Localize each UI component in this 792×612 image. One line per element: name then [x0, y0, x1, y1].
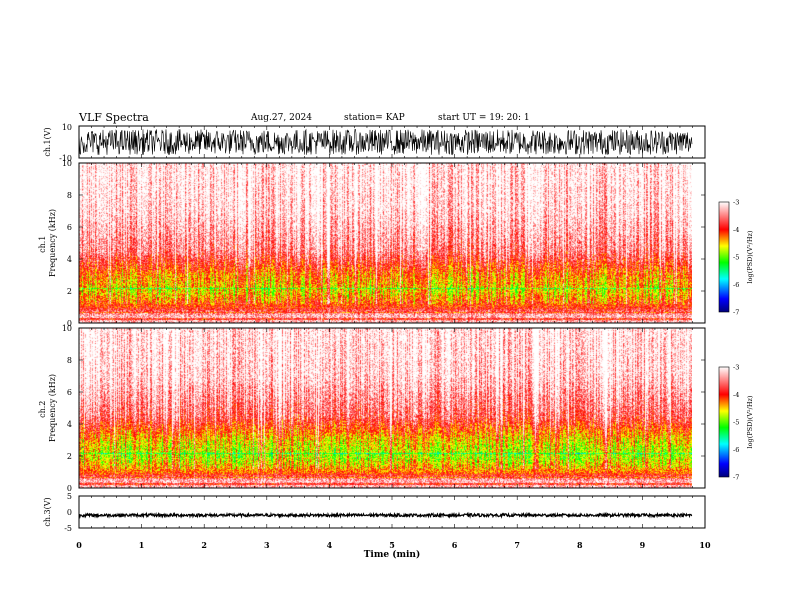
- ch1-waveform-ylabel: ch.1(V): [43, 127, 52, 156]
- ch2-colorbar-label: log(PSD)(V²/Hz): [746, 395, 754, 448]
- ch1-ylabel-line2: Frequency (kHz): [48, 209, 57, 277]
- ch3-waveform-ylabel: ch.3(V): [43, 497, 52, 526]
- x-tick-label: 5: [389, 540, 395, 550]
- colorbar-tick-label: -3: [733, 199, 739, 207]
- ch2-ylabel-line2: Frequency (kHz): [48, 374, 57, 442]
- ch2-colorbar: [718, 366, 730, 478]
- ch1-spectrogram-image: [79, 163, 692, 323]
- colorbar-tick-label: -4: [733, 226, 739, 234]
- spectrogram-raster: [79, 328, 692, 488]
- x-tick-label: 3: [264, 540, 270, 550]
- colorbar-tick-label: -5: [733, 254, 739, 262]
- ch2-spectrogram-image: [79, 328, 692, 488]
- freq-tick-label: 10: [62, 159, 72, 168]
- ch1-ylabel-line1: ch.1: [38, 236, 47, 253]
- ch3-waveform-frame: [78, 495, 706, 529]
- ch1-colorbar-label: log(PSD)(V²/Hz): [746, 230, 754, 283]
- start-time-label: start UT = 19: 20: 1: [438, 113, 530, 123]
- freq-tick-label: 4: [67, 420, 72, 429]
- freq-tick-label: 0: [67, 484, 72, 493]
- x-tick-label: 8: [577, 540, 583, 550]
- ch1-waveform-trace: [79, 128, 693, 156]
- freq-tick-label: 4: [67, 255, 72, 264]
- ch1-spectrogram-ylabel: ch.1 Frequency (kHz): [38, 209, 57, 277]
- colorbar-tick-label: -6: [733, 446, 739, 454]
- freq-tick-label: 0: [67, 319, 72, 328]
- ch3-ytick-mid: 0: [67, 508, 72, 517]
- ch3-ytick-bottom: -5: [64, 524, 72, 533]
- colorbar-tick-label: -5: [733, 419, 739, 427]
- date-label: Aug.27, 2024: [251, 113, 312, 123]
- ch2-ylabel-line1: ch.2: [38, 401, 47, 418]
- panel-ch3-waveform: 5 0 -5 ch.3(V): [43, 492, 706, 533]
- ch2-spectrogram-ylabel: ch.2 Frequency (kHz): [38, 374, 57, 442]
- freq-tick-label: 8: [67, 356, 72, 365]
- x-tick-label: 1: [139, 540, 145, 550]
- freq-tick-label: 6: [67, 388, 72, 397]
- colorbar-tick-label: -4: [733, 391, 739, 399]
- freq-tick-label: 10: [62, 324, 72, 333]
- freq-tick-label: 8: [67, 191, 72, 200]
- x-tick-label: 7: [514, 540, 520, 550]
- x-tick-label: 0: [76, 540, 82, 550]
- freq-tick-label: 2: [67, 287, 72, 296]
- freq-tick-label: 6: [67, 223, 72, 232]
- station-label: station= KAP: [344, 113, 405, 123]
- ch1-ytick-bottom: -10: [59, 154, 72, 163]
- freq-tick-label: 2: [67, 452, 72, 461]
- colorbar-tick-label: -7: [733, 474, 739, 482]
- colorbar-tick-label: -7: [733, 309, 739, 317]
- figure-title: VLF Spectra: [79, 111, 149, 124]
- ch1-waveform-frame: [78, 125, 706, 159]
- ch3-ytick-top: 5: [67, 492, 72, 501]
- x-tick-label: 2: [201, 540, 207, 550]
- spectrogram-raster: [79, 163, 692, 323]
- x-tick-label: 10: [699, 540, 711, 550]
- x-axis-label: Time (min): [364, 549, 421, 560]
- panel-ch1-waveform: 10 -10 ch.1(V): [43, 123, 706, 163]
- colorbar-tick-label: -3: [733, 364, 739, 372]
- ch1-colorbar: [718, 201, 730, 313]
- ch1-ytick-top: 10: [62, 123, 72, 132]
- x-tick-label: 6: [452, 540, 458, 550]
- ch3-waveform-trace: [79, 511, 693, 519]
- x-tick-label: 9: [640, 540, 646, 550]
- x-tick-label: 4: [327, 540, 333, 550]
- colorbar-tick-label: -6: [733, 281, 739, 289]
